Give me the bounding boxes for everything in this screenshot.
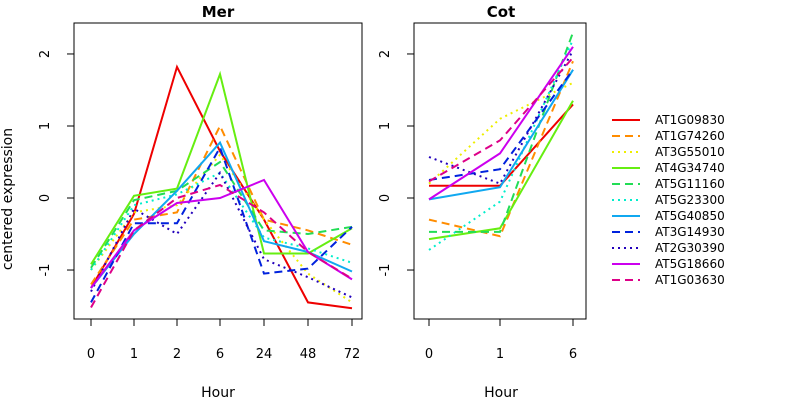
cot-series-at5g23300 bbox=[428, 39, 574, 251]
cot-y-tick-label: -1 bbox=[378, 264, 393, 277]
mer-plot-frame bbox=[73, 22, 363, 320]
legend-label-at1g03630: AT1G03630 bbox=[655, 273, 725, 287]
cot-title: Cot bbox=[487, 3, 515, 21]
cot-series-at3g14930 bbox=[428, 69, 574, 181]
cot-x-tick-label: 0 bbox=[425, 347, 433, 362]
legend-label-at1g09830: AT1G09830 bbox=[655, 113, 725, 127]
mer-y-tick-label: 0 bbox=[38, 194, 53, 202]
cot-x-tick-label: 1 bbox=[496, 347, 504, 362]
mer-series-at2g30390 bbox=[90, 170, 353, 299]
mer-series-at1g09830 bbox=[90, 64, 353, 310]
mer-y-tick-label: 1 bbox=[38, 122, 53, 130]
cot-series-at5g18660 bbox=[428, 46, 574, 201]
cot-ticks: 0 1 6 -1 0 1 2 bbox=[378, 50, 577, 362]
cot-series-at1g74260 bbox=[428, 60, 574, 238]
mer-x-tick-label: 72 bbox=[344, 347, 361, 362]
cot-y-tick-label: 2 bbox=[378, 50, 393, 58]
mer-x-tick-label: 0 bbox=[87, 347, 95, 362]
mer-series-at3g14930 bbox=[90, 145, 353, 303]
mer-series-at1g74260 bbox=[90, 123, 353, 285]
legend-label-at1g74260: AT1G74260 bbox=[655, 129, 725, 143]
mer-x-tick-label: 1 bbox=[130, 347, 138, 362]
legend-label-at5g23300: AT5G23300 bbox=[655, 193, 725, 207]
mer-series-at5g18660 bbox=[90, 178, 353, 289]
mer-series-at3g55010 bbox=[90, 153, 353, 304]
mer-x-tick-label: 24 bbox=[256, 347, 273, 362]
mer-series-at5g11160 bbox=[90, 160, 353, 269]
mer-panel: Mer Hour centered expression 0 1 2 6 24 48 72 -… bbox=[0, 3, 363, 400]
cot-series-at1g09830 bbox=[429, 103, 574, 187]
mer-series-at1g03630 bbox=[90, 183, 353, 308]
cot-y-tick-label: 0 bbox=[378, 194, 393, 202]
mer-series-at4g34740 bbox=[90, 70, 353, 265]
cot-x-axis-label: Hour bbox=[484, 385, 518, 400]
legend-label-at5g40850: AT5G40850 bbox=[655, 209, 725, 223]
cot-series-at5g40850 bbox=[428, 69, 574, 201]
mer-lines bbox=[90, 64, 353, 310]
cot-y-tick-label: 1 bbox=[378, 122, 393, 130]
cot-plot-frame bbox=[413, 22, 587, 320]
legend-label-at4g34740: AT4G34740 bbox=[655, 161, 725, 175]
legend-label-at2g30390: AT2G30390 bbox=[655, 241, 725, 255]
mer-x-tick-label: 6 bbox=[216, 347, 224, 362]
legend: AT1G09830 AT1G74260 AT3G55010 AT4G34740 AT5G… bbox=[612, 113, 725, 287]
cot-series-at2g30390 bbox=[428, 49, 574, 185]
cot-lines bbox=[428, 32, 574, 251]
mer-title: Mer bbox=[202, 3, 235, 21]
mer-x-tick-label: 48 bbox=[300, 347, 317, 362]
cot-series-at1g03630 bbox=[428, 56, 574, 183]
legend-label-at5g11160: AT5G11160 bbox=[655, 177, 725, 191]
legend-label-at3g14930: AT3G14930 bbox=[655, 225, 725, 239]
mer-ticks: 0 1 2 6 24 48 72 -1 0 1 2 bbox=[38, 50, 360, 362]
cot-series-at4g34740 bbox=[428, 100, 574, 241]
cot-series-at5g11160 bbox=[429, 32, 574, 233]
mer-y-tick-label: 2 bbox=[38, 50, 53, 58]
mer-x-axis-label: Hour bbox=[201, 385, 235, 400]
cot-x-tick-label: 6 bbox=[569, 347, 577, 362]
mer-y-tick-label: -1 bbox=[38, 264, 53, 277]
cot-series-at3g55010 bbox=[428, 81, 574, 185]
mer-x-tick-label: 2 bbox=[173, 347, 181, 362]
legend-label-at3g55010: AT3G55010 bbox=[655, 145, 725, 159]
legend-label-at5g18660: AT5G18660 bbox=[655, 257, 725, 271]
y-axis-label: centered expression bbox=[0, 128, 16, 270]
cot-panel: Cot Hour 0 1 6 -1 0 1 2 bbox=[378, 3, 587, 400]
